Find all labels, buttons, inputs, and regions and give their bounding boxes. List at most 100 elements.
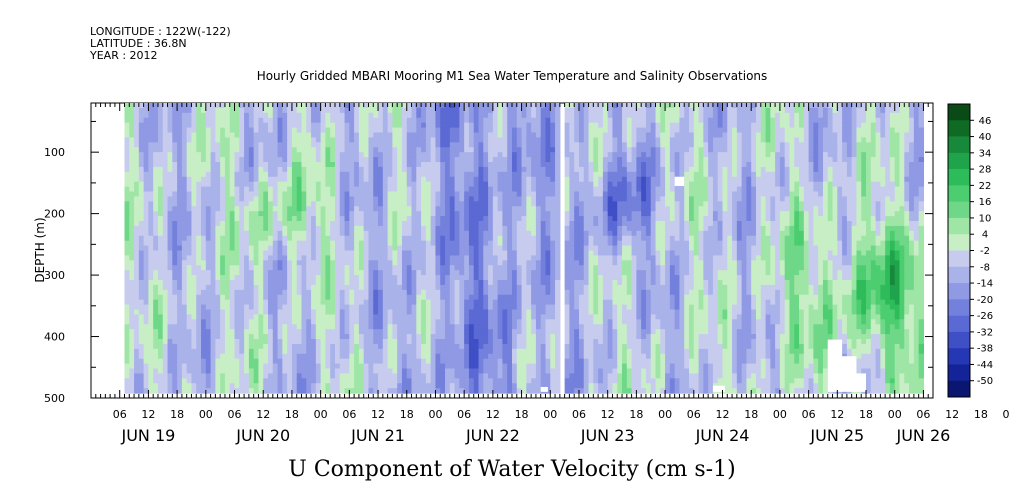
field-cell [349,176,355,183]
field-cell [344,309,350,316]
field-cell [483,265,489,271]
field-cell [287,221,293,227]
field-cell [205,343,212,350]
field-cell [277,127,283,134]
field-cell [311,383,317,389]
field-cell [148,280,154,286]
field-cell [373,309,379,316]
field-cell [157,353,164,360]
field-cell [497,324,504,330]
field-cell [224,107,231,114]
field-cell [263,171,269,178]
field-cell [272,324,279,330]
field-cell [411,280,417,286]
field-cell [497,299,504,306]
field-cell [488,294,494,301]
field-cell [406,166,413,173]
field-cell [497,221,504,227]
field-cell [334,363,341,370]
field-cell [186,280,193,286]
field-cell [512,117,518,124]
field-cell [258,260,264,266]
field-cell [464,373,470,379]
chart-title: Hourly Gridded MBARI Mooring M1 Sea Wate… [257,69,768,83]
field-cell [234,353,240,360]
field-cell [153,363,159,370]
field-cell [349,171,355,178]
field-cell [244,324,250,330]
field-cell [334,171,341,178]
field-cell [244,162,250,168]
field-cell [325,289,331,296]
field-cell [153,343,159,350]
field-cell [239,373,245,379]
field-cell [497,250,504,257]
field-cell [406,122,413,129]
field-cell [301,363,307,370]
field-cell [354,245,360,252]
field-cell [234,166,240,173]
field-cell [406,270,413,276]
field-cell [425,152,432,158]
field-cell [488,137,494,143]
field-cell [387,358,393,365]
field-cell [148,245,154,252]
field-cell [334,353,341,360]
field-cell [291,339,298,345]
field-cell [220,299,226,306]
field-cell [521,117,527,124]
field-cell [306,329,312,335]
field-cell [411,225,417,232]
field-cell [421,152,427,158]
field-cell [521,221,527,227]
field-cell [492,339,499,345]
field-cell [492,245,499,252]
field-cell [492,103,499,109]
field-cell [325,373,331,379]
field-cell [315,211,322,217]
field-cell [181,240,188,247]
field-cell [157,181,164,188]
field-cell [497,304,504,311]
field-cell [497,388,504,394]
field-cell [301,275,307,281]
field-cell [416,299,422,306]
field-cell [392,363,398,370]
field-cell [449,275,456,281]
field-cell [406,314,413,320]
field-cell [282,319,288,325]
field-cell [334,216,341,222]
field-cell [201,383,207,389]
field-cell [277,211,283,217]
field-cell [224,378,231,384]
field-cell [172,230,178,237]
field-cell [449,388,456,394]
field-cell [248,275,255,281]
field-cell [315,348,322,355]
field-cell [205,245,212,252]
field-cell [325,378,331,384]
field-cell [492,230,499,237]
field-cell [263,127,269,134]
field-cell [301,137,307,143]
field-cell [287,299,293,306]
field-cell [134,314,140,320]
field-cell [301,162,307,168]
field-cell [258,314,264,320]
field-cell [224,348,231,355]
field-cell [440,368,446,375]
field-cell [512,127,518,134]
field-cell [416,329,422,335]
field-cell [521,142,527,148]
field-cell [363,319,370,325]
field-cell [258,368,264,375]
field-cell [210,270,216,276]
field-cell [291,260,298,266]
field-cell [440,107,446,114]
field-cell [449,152,456,158]
field-cell [344,221,350,227]
field-cell [148,132,154,139]
field-cell [378,353,384,360]
field-cell [253,324,260,330]
field-cell [129,240,135,247]
